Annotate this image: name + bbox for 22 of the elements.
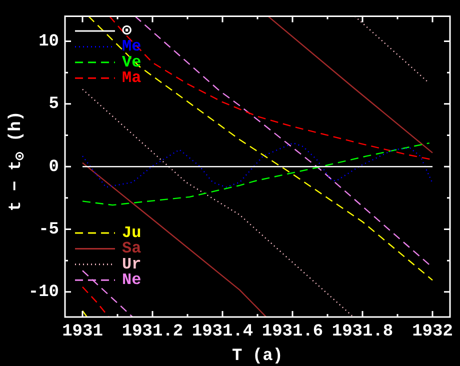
legend-label: Me [122,38,142,56]
y-tick-label: -5 [38,220,59,240]
x-tick-label: 1931 [62,322,103,342]
legend-label: Ur [122,255,142,274]
legend-label: Ma [122,69,142,88]
x-tick-label: 1931.8 [332,322,394,342]
legend-label: Ve [122,53,142,72]
x-tick-label: 1931.6 [262,322,324,342]
legend-label: ⊙ [122,22,132,40]
x-tick-label: 1931.2 [122,322,184,342]
legend-label: Sa [122,240,142,258]
x-tick-label: 1931.4 [192,322,254,342]
x-tick-label: 1932 [412,322,453,342]
y-tick-label: 5 [48,95,59,114]
y-tick-label: -10 [28,283,59,302]
line-series [82,142,432,188]
y-tick-label: 0 [48,158,59,177]
y-tick-label: 10 [38,32,59,52]
legend-label: Ne [122,271,142,290]
line-series [82,142,430,206]
x-axis-title: T (a) [232,347,284,366]
legend-label: Ju [122,224,142,242]
